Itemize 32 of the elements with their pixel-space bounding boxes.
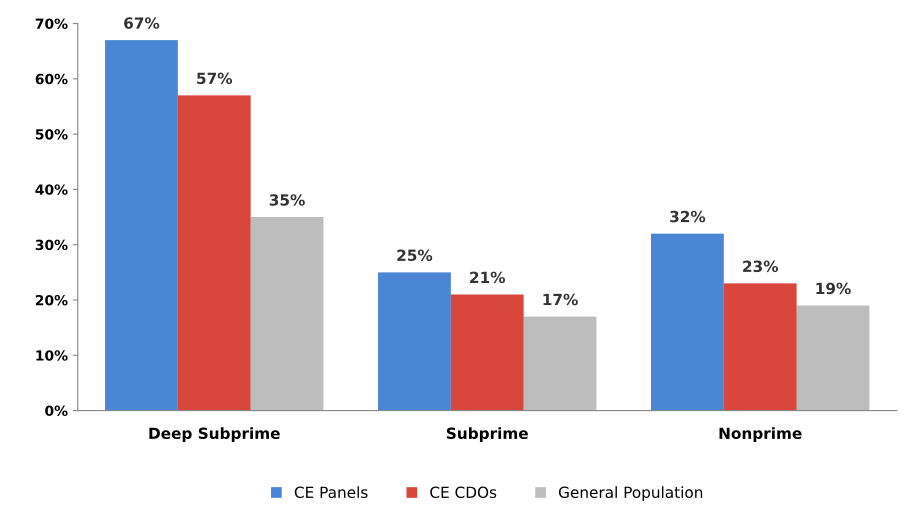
y-tick-label: 70%: [36, 18, 68, 30]
bar: [524, 316, 596, 411]
bar: [378, 272, 451, 411]
y-tick-label: 0%: [45, 406, 68, 416]
x-tick-label: Deep Subprime: [149, 427, 280, 442]
bar: [105, 40, 178, 411]
data-label: 21%: [470, 272, 506, 284]
data-label: 19%: [816, 282, 851, 294]
data-label: 17%: [543, 294, 578, 306]
data-label: 32%: [670, 210, 706, 222]
data-label: 35%: [270, 194, 305, 206]
y-tick-label: 40%: [35, 184, 68, 195]
y-tick-label: 30%: [36, 240, 68, 250]
legend-label: CE CDOs: [430, 486, 496, 498]
data-label: 25%: [397, 249, 432, 262]
data-label: 67%: [124, 17, 160, 29]
bar: [724, 283, 797, 411]
y-tick-label: 20%: [36, 294, 68, 306]
data-label: 57%: [197, 72, 232, 84]
legend-label: General Population: [558, 486, 702, 502]
y-tick-label: 50%: [36, 129, 68, 140]
y-tick-label: 10%: [36, 350, 68, 361]
data-label: 23%: [743, 260, 778, 272]
bar: [796, 306, 870, 411]
bar: [450, 294, 524, 411]
y-tick-label: 60%: [36, 74, 68, 84]
bar: [250, 217, 324, 411]
legend-label: CE Panels: [294, 486, 368, 498]
bar: [178, 95, 251, 411]
bar: [651, 234, 724, 411]
x-tick-label: Nonprime: [720, 427, 802, 442]
x-tick-label: Subprime: [446, 427, 528, 442]
